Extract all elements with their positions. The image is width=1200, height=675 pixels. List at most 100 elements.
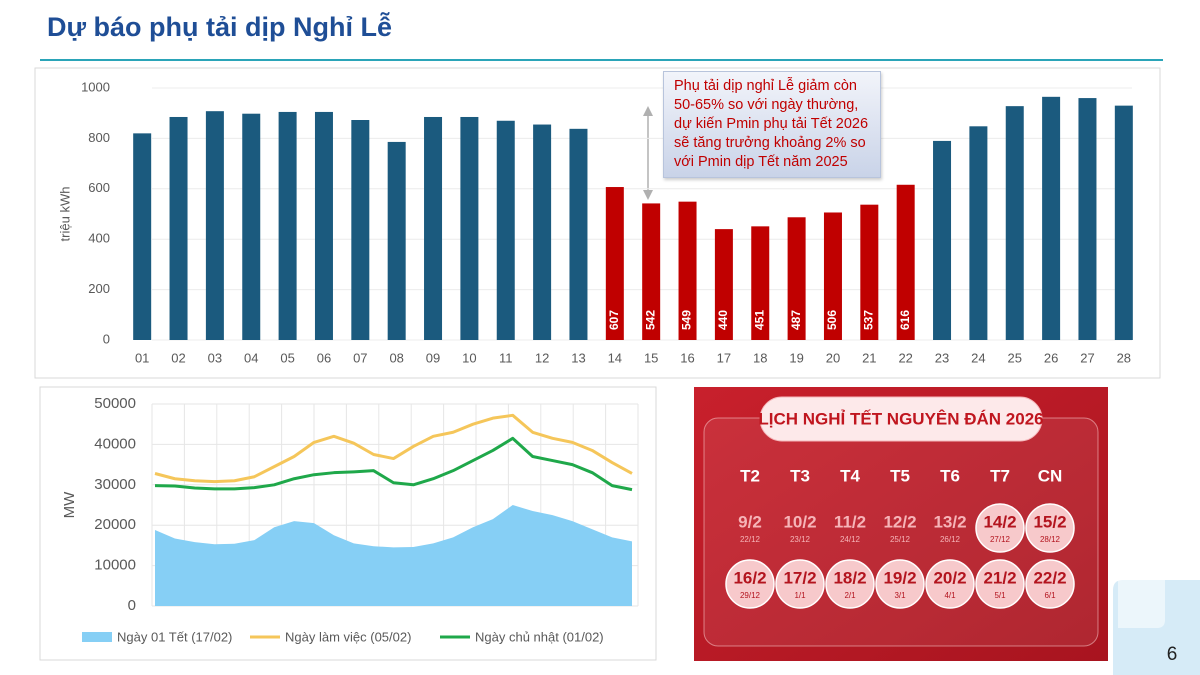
y-tick-label: 0 xyxy=(128,597,136,614)
calendar-lunar: 1/1 xyxy=(794,591,806,600)
x-tick-label: 11 xyxy=(499,350,513,365)
calendar-date: 17/2 xyxy=(783,568,816,587)
annotation-arrowheads xyxy=(643,106,653,200)
weekday: T5 xyxy=(890,466,910,485)
y-tick-label: 800 xyxy=(88,130,110,145)
calendar-lunar: 29/12 xyxy=(740,591,761,600)
x-tick-label: 02 xyxy=(171,350,185,365)
calendar-date: 16/2 xyxy=(733,568,766,587)
calendar-date: 13/2 xyxy=(933,512,966,531)
holiday-circle xyxy=(975,503,1025,553)
calendar-lunar: 3/1 xyxy=(894,591,906,600)
data-label: 549 xyxy=(680,310,694,330)
x-tick-label: 15 xyxy=(644,350,658,365)
calendar-lunar: 24/12 xyxy=(840,535,861,544)
calendar-date: 18/2 xyxy=(833,568,866,587)
calendar-title: LỊCH NGHỈ TẾT NGUYÊN ĐÁN 2026 xyxy=(758,409,1043,428)
legend-label: Ngày 01 Tết (17/02) xyxy=(117,629,232,644)
data-label: 440 xyxy=(716,310,730,330)
calendar-date: 11/2 xyxy=(834,512,866,531)
bar xyxy=(678,201,697,340)
x-tick-label: 21 xyxy=(862,350,876,365)
x-tick-label: 12 xyxy=(535,350,549,365)
data-label: 607 xyxy=(607,310,621,330)
x-tick-label: 28 xyxy=(1117,350,1131,365)
x-tick-label: 13 xyxy=(571,350,585,365)
calendar-date: 12/2 xyxy=(883,512,916,531)
line xyxy=(154,436,633,492)
x-tick-label: 26 xyxy=(1044,350,1058,365)
line xyxy=(154,413,633,484)
bar xyxy=(751,226,770,340)
holiday-circle xyxy=(825,559,875,609)
weekday: T3 xyxy=(790,466,810,485)
bar xyxy=(714,229,733,340)
x-tick-label: 25 xyxy=(1008,350,1022,365)
weekday: T7 xyxy=(990,466,1010,485)
calendar-date: 14/2 xyxy=(983,512,1016,531)
x-tick-label: 01 xyxy=(135,350,149,365)
annotation: Phụ tải dịp nghỉ Lễ giảm còn 50-65% so v… xyxy=(663,71,881,178)
area xyxy=(155,505,632,606)
calendar-date: 15/2 xyxy=(1033,512,1066,531)
x-tick-label: 24 xyxy=(971,350,985,365)
x-tick-label: 18 xyxy=(753,350,767,365)
bar xyxy=(242,113,261,340)
x-tick-label: 06 xyxy=(317,350,331,365)
x-tick-label: 04 xyxy=(244,350,258,365)
bar xyxy=(569,128,588,340)
holiday-circle xyxy=(925,559,975,609)
y-tick-label: 0 xyxy=(103,331,110,346)
bar xyxy=(860,204,879,340)
bar xyxy=(314,111,333,340)
bar xyxy=(387,141,406,340)
bar xyxy=(933,140,952,340)
x-tick-label: 14 xyxy=(608,350,622,365)
calendar-date: 21/2 xyxy=(983,568,1016,587)
calendar-lunar: 6/1 xyxy=(1044,591,1056,600)
x-tick-label: 22 xyxy=(898,350,912,365)
x-tick-label: 07 xyxy=(353,350,367,365)
y-tick-label: 10000 xyxy=(94,557,136,574)
x-tick-label: 17 xyxy=(717,350,731,365)
y-tick-label: 1000 xyxy=(81,79,110,94)
calendar-date: 20/2 xyxy=(933,568,966,587)
holiday-circle xyxy=(725,559,775,609)
weekday: CN xyxy=(1038,466,1063,485)
calendar-lunar: 27/12 xyxy=(990,535,1011,544)
calendar-lunar: 4/1 xyxy=(944,591,956,600)
bar xyxy=(642,203,661,340)
bar xyxy=(351,120,370,340)
holiday-circle xyxy=(975,559,1025,609)
y-tick-label: 50000 xyxy=(94,395,136,412)
calendar-lunar: 28/12 xyxy=(1040,535,1061,544)
data-label: 616 xyxy=(898,310,912,330)
corner-shape-2 xyxy=(1118,470,1165,628)
legend-swatch xyxy=(82,632,112,642)
y-tick-label: 400 xyxy=(88,231,110,246)
page-number: 6 xyxy=(1167,644,1178,665)
bar-panel xyxy=(34,67,1161,379)
calendar-date: 10/2 xyxy=(783,512,816,531)
bar xyxy=(1042,96,1061,340)
bar xyxy=(1005,106,1024,340)
calendar-date: 22/2 xyxy=(1033,568,1066,587)
bar xyxy=(424,116,443,340)
bar xyxy=(169,116,188,340)
bar xyxy=(896,184,915,340)
bar xyxy=(1078,98,1097,340)
bar xyxy=(496,120,515,340)
bar xyxy=(460,116,479,340)
bar xyxy=(1114,105,1133,340)
bar xyxy=(133,133,152,340)
calendar-lunar: 26/12 xyxy=(940,535,961,544)
x-tick-label: 23 xyxy=(935,350,949,365)
y-tick-label: 30000 xyxy=(94,476,136,493)
legend-label: Ngày làm việc (05/02) xyxy=(285,629,411,644)
calendar-date: 19/2 xyxy=(883,568,916,587)
calendar-lunar: 22/12 xyxy=(740,535,761,544)
data-label: 506 xyxy=(825,310,839,330)
weekday: T2 xyxy=(740,466,760,485)
y-tick-label: 200 xyxy=(88,281,110,296)
